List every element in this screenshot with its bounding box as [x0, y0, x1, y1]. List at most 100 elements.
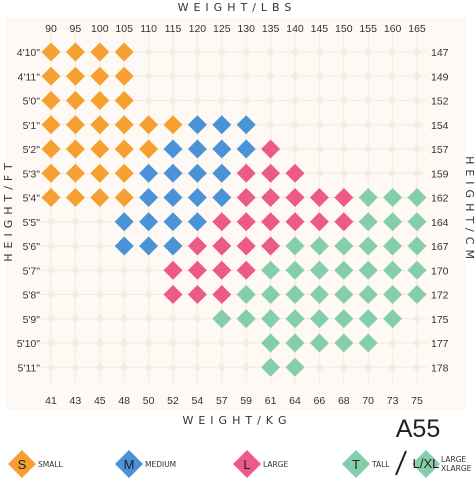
- size-cell-t: [334, 309, 354, 329]
- empty-cell: [46, 217, 56, 227]
- size-cell-t: [407, 188, 427, 207]
- empty-cell: [70, 314, 80, 324]
- size-cell-t: [358, 260, 378, 280]
- empty-cell: [70, 265, 80, 275]
- size-cell-s: [90, 91, 110, 110]
- empty-cell: [339, 362, 349, 372]
- empty-cell: [95, 265, 105, 275]
- empty-cell: [290, 71, 300, 81]
- size-cell-m: [139, 163, 159, 183]
- tick-lbs: 160: [384, 23, 402, 35]
- size-cell-t: [261, 309, 281, 329]
- empty-cell: [241, 96, 251, 105]
- tick-cm: 178: [431, 362, 449, 374]
- size-cell-m: [114, 212, 134, 232]
- tick-kg: 45: [94, 395, 106, 407]
- tick-ft: 5'3": [23, 168, 41, 180]
- tick-cm: 167: [431, 241, 449, 253]
- tick-kg: 70: [362, 395, 374, 407]
- tick-lbs: 95: [70, 23, 82, 35]
- empty-cell: [412, 96, 422, 105]
- empty-cell: [241, 71, 251, 81]
- empty-cell: [290, 120, 300, 130]
- tick-labels: 90 95 100 105 110 115 120 125 130 135 140 145 150 155…: [17, 23, 449, 407]
- empty-cell: [192, 71, 202, 81]
- empty-cell: [339, 71, 349, 81]
- size-cell-s: [163, 115, 183, 135]
- legend-letter: L: [243, 457, 250, 472]
- tick-cm: 164: [431, 217, 449, 229]
- legend-letter: L/XL: [413, 456, 440, 471]
- tick-lbs: 130: [237, 23, 255, 35]
- tick-cm: 154: [431, 120, 449, 132]
- size-cell-t: [261, 285, 281, 304]
- size-cell-t: [383, 236, 403, 256]
- size-cell-t: [383, 309, 403, 329]
- empty-cell: [119, 362, 129, 372]
- empty-cell: [168, 338, 178, 348]
- empty-cell: [144, 362, 154, 372]
- empty-cell: [192, 47, 202, 57]
- empty-cell: [363, 120, 373, 130]
- size-cell-t: [358, 236, 378, 256]
- size-cell-l: [285, 212, 305, 232]
- size-cell-l: [261, 212, 281, 232]
- tick-kg: 57: [216, 395, 228, 407]
- tick-lbs: 145: [311, 23, 329, 35]
- size-cell-s: [65, 188, 85, 207]
- empty-cell: [70, 217, 80, 227]
- tick-cm: 162: [431, 193, 449, 205]
- size-cell-t: [309, 333, 329, 353]
- empty-cell: [388, 362, 398, 372]
- empty-cell: [192, 362, 202, 372]
- size-cell-m: [187, 115, 207, 135]
- empty-cell: [168, 96, 178, 105]
- size-cell-l: [236, 188, 256, 207]
- size-cell-t: [285, 260, 305, 280]
- empty-cell: [290, 47, 300, 57]
- empty-cell: [95, 241, 105, 251]
- tick-lbs: 155: [359, 23, 377, 35]
- tick-ft: 5'10": [17, 338, 41, 350]
- legend-swatch-lxl: [412, 450, 440, 478]
- empty-cell: [168, 47, 178, 57]
- empty-cell: [95, 290, 105, 299]
- title-bottom: WEIGHT/KG: [182, 414, 291, 427]
- tick-cm: 175: [431, 314, 449, 326]
- size-cell-t: [236, 285, 256, 304]
- size-cell-t: [285, 357, 305, 377]
- size-cell-l: [187, 260, 207, 280]
- size-cell-l: [187, 285, 207, 304]
- size-cell-m: [163, 188, 183, 207]
- empty-cell: [363, 47, 373, 57]
- legend-label: MEDIUM: [145, 460, 176, 469]
- size-cell-m: [163, 163, 183, 183]
- size-cell-s: [90, 66, 110, 86]
- size-cell-m: [212, 115, 232, 135]
- empty-cell: [388, 144, 398, 154]
- empty-cell: [217, 362, 227, 372]
- empty-cell: [95, 314, 105, 324]
- empty-cell: [241, 362, 251, 372]
- size-cell-l: [212, 260, 232, 280]
- legend-label: LARGE: [263, 460, 289, 469]
- size-cell-s: [65, 115, 85, 135]
- title-right: HEIGHT/CM: [463, 156, 474, 264]
- tick-kg: 48: [118, 395, 130, 407]
- tick-kg: 73: [387, 395, 399, 407]
- tick-cm: 157: [431, 144, 449, 156]
- tick-ft: 5'7": [23, 265, 41, 277]
- empty-cell: [412, 71, 422, 81]
- size-cell-t: [407, 260, 427, 280]
- empty-cell: [168, 362, 178, 372]
- empty-cell: [290, 96, 300, 105]
- legend-swatch-s: [8, 450, 36, 478]
- size-cell-m: [212, 163, 232, 183]
- empty-cell: [217, 338, 227, 348]
- empty-cell: [46, 338, 56, 348]
- size-cell-s: [114, 163, 134, 183]
- title-left: HEIGHT/FT: [2, 158, 15, 262]
- empty-cell: [119, 314, 129, 324]
- size-cell-m: [236, 115, 256, 135]
